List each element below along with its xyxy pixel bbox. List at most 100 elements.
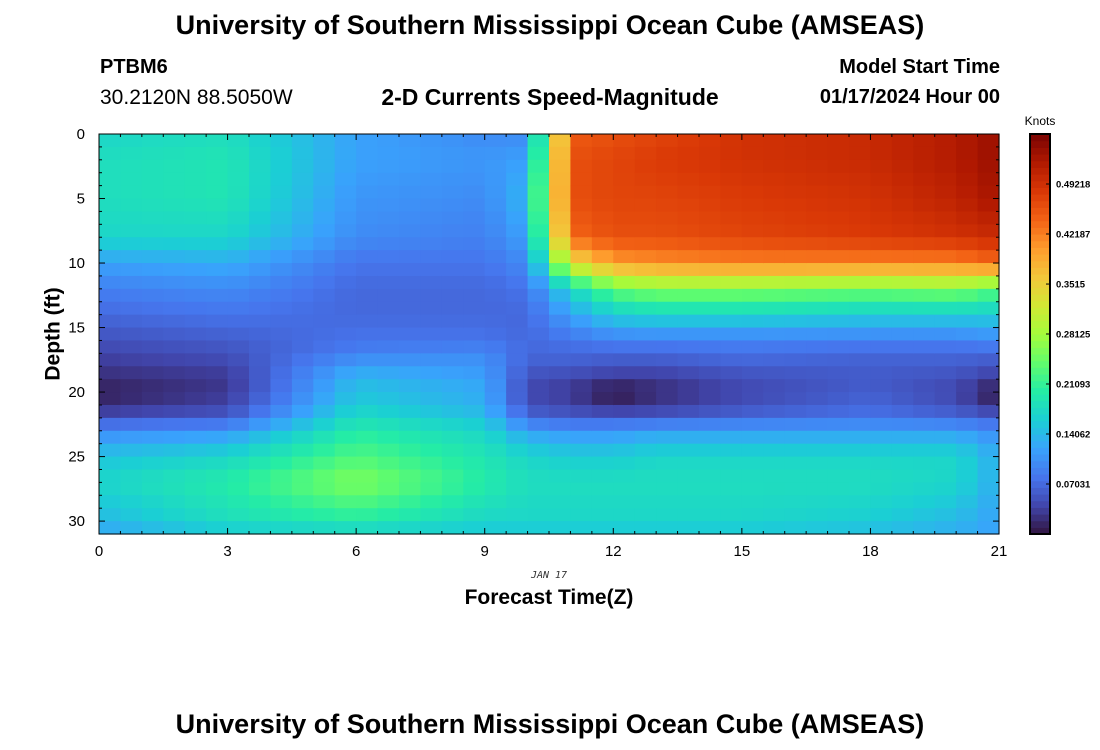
heatmap-cell bbox=[806, 521, 829, 535]
heatmap-cell bbox=[741, 456, 764, 471]
heatmap-cell bbox=[591, 392, 614, 406]
heatmap-cell bbox=[420, 224, 443, 238]
heatmap-cell bbox=[784, 469, 807, 483]
heatmap-cell bbox=[656, 263, 679, 277]
heatmap-cell bbox=[99, 340, 122, 354]
heatmap-cell bbox=[741, 495, 764, 509]
heatmap-cell bbox=[184, 301, 207, 316]
heatmap-cell bbox=[506, 404, 529, 419]
heatmap-cell bbox=[934, 159, 957, 174]
heatmap-cell bbox=[506, 521, 529, 535]
heatmap-cell bbox=[591, 134, 614, 148]
heatmap-cell bbox=[849, 134, 872, 148]
heatmap-cell bbox=[891, 327, 914, 342]
heatmap-cell bbox=[527, 301, 550, 316]
heatmap-cell bbox=[763, 430, 786, 445]
heatmap-cell bbox=[163, 469, 186, 483]
heatmap-cell bbox=[441, 482, 464, 496]
heatmap-cell bbox=[891, 250, 914, 264]
heatmap-cell bbox=[441, 275, 464, 290]
heatmap-cell bbox=[956, 185, 979, 200]
heatmap-cell bbox=[506, 288, 529, 303]
heatmap-cell bbox=[870, 469, 893, 483]
heatmap-cell bbox=[784, 288, 807, 303]
heatmap-cell bbox=[741, 159, 764, 174]
heatmap-cell bbox=[891, 263, 914, 277]
heatmap-cell bbox=[249, 482, 272, 496]
heatmap-cell bbox=[441, 263, 464, 277]
heatmap-cell bbox=[249, 353, 272, 367]
heatmap-cell bbox=[120, 508, 143, 522]
heatmap-cell bbox=[484, 366, 507, 380]
heatmap-cell bbox=[527, 469, 550, 483]
plot-title: University of Southern Mississippi Ocean… bbox=[175, 10, 925, 40]
heatmap-cell bbox=[334, 508, 357, 522]
heatmap-cell bbox=[270, 263, 293, 277]
heatmap-cell bbox=[399, 263, 422, 277]
heatmap-cell bbox=[934, 430, 957, 445]
heatmap-cell bbox=[420, 392, 443, 406]
heatmap-cell bbox=[249, 159, 272, 174]
heatmap-cell bbox=[227, 430, 250, 445]
heatmap-cell bbox=[570, 456, 593, 471]
heatmap-cell bbox=[399, 340, 422, 354]
heatmap-cell bbox=[570, 314, 593, 329]
heatmap-cell bbox=[270, 198, 293, 213]
heatmap-cell bbox=[806, 327, 829, 342]
heatmap-cell bbox=[377, 392, 400, 406]
heatmap-cell bbox=[249, 443, 272, 458]
heatmap-cell bbox=[484, 495, 507, 509]
heatmap-cell bbox=[184, 224, 207, 238]
heatmap-cell bbox=[591, 353, 614, 367]
heatmap-cell bbox=[291, 314, 314, 329]
heatmap-cell bbox=[891, 482, 914, 496]
heatmap-cell bbox=[463, 366, 486, 380]
heatmap-cell bbox=[527, 146, 550, 161]
heatmap-cell bbox=[527, 456, 550, 471]
heatmap-cell bbox=[591, 263, 614, 277]
heatmap-cell bbox=[206, 443, 229, 458]
heatmap-cell bbox=[549, 469, 572, 483]
heatmap-cell bbox=[420, 443, 443, 458]
heatmap-cell bbox=[163, 340, 186, 354]
heatmap-cell bbox=[206, 250, 229, 264]
heatmap-cell bbox=[227, 185, 250, 200]
heatmap-cell bbox=[227, 146, 250, 161]
heatmap-cell bbox=[291, 340, 314, 354]
heatmap-cell bbox=[506, 314, 529, 329]
heatmap-cell bbox=[420, 211, 443, 225]
heatmap-cell bbox=[891, 366, 914, 380]
heatmap-cell bbox=[763, 495, 786, 509]
heatmap-cell bbox=[334, 211, 357, 225]
heatmap-cell bbox=[270, 392, 293, 406]
heatmap-cell bbox=[549, 198, 572, 213]
heatmap-cell bbox=[613, 392, 636, 406]
heatmap-cell bbox=[891, 237, 914, 251]
heatmap-cell bbox=[313, 159, 336, 174]
heatmap-cell bbox=[291, 521, 314, 535]
colorbar-label: Knots bbox=[1025, 114, 1056, 128]
heatmap-cell bbox=[441, 392, 464, 406]
heatmap-cell bbox=[184, 288, 207, 303]
heatmap-cell bbox=[591, 521, 614, 535]
heatmap-cell bbox=[656, 237, 679, 251]
heatmap-cell bbox=[270, 495, 293, 509]
heatmap-cell bbox=[270, 430, 293, 445]
heatmap-cell bbox=[184, 430, 207, 445]
heatmap-cell bbox=[313, 430, 336, 445]
heatmap-cell bbox=[334, 379, 357, 393]
heatmap-cell bbox=[806, 159, 829, 174]
heatmap-cell bbox=[677, 443, 700, 458]
heatmap-cell bbox=[741, 314, 764, 329]
heatmap-cell bbox=[184, 198, 207, 213]
heatmap-cell bbox=[270, 134, 293, 148]
heatmap-cell bbox=[570, 275, 593, 290]
heatmap-cell bbox=[613, 301, 636, 316]
heatmap-cell bbox=[741, 288, 764, 303]
heatmap-cell bbox=[120, 301, 143, 316]
heatmap-cell bbox=[377, 146, 400, 161]
colorbar-tick-label: 0.07031 bbox=[1056, 480, 1091, 491]
heatmap-cell bbox=[163, 508, 186, 522]
heatmap-cell bbox=[120, 482, 143, 496]
heatmap-cell bbox=[291, 417, 314, 432]
